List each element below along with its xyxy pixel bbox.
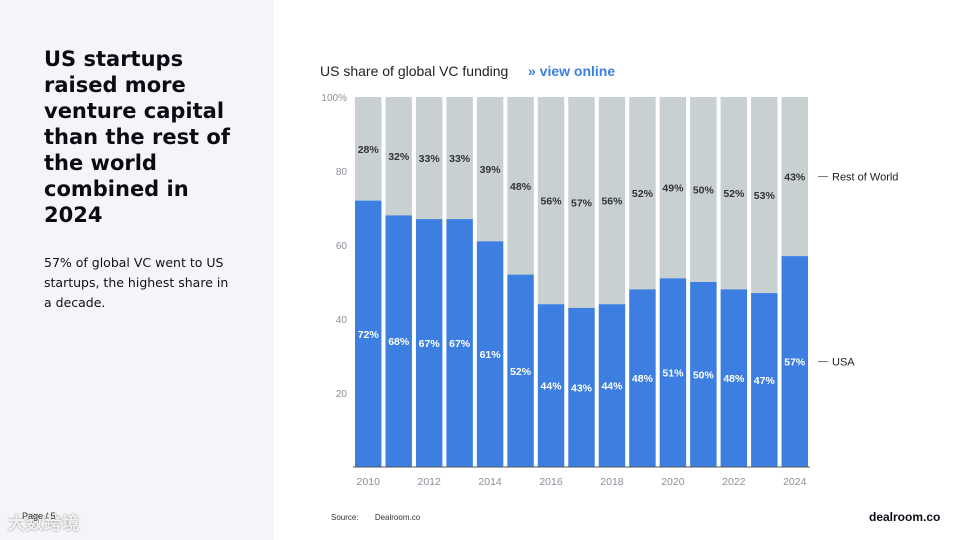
data-label-rest-of-world: 52%: [632, 188, 654, 200]
bar-usa: [781, 256, 808, 467]
data-label-usa: 43%: [571, 382, 593, 394]
data-label-rest-of-world: 53%: [754, 190, 776, 202]
bar-usa: [507, 274, 534, 467]
bar-rest-of-world: [415, 97, 443, 220]
data-label-usa: 68%: [388, 336, 410, 348]
view-online-link[interactable]: » view online: [528, 63, 616, 79]
x-tick-label: 2024: [783, 476, 807, 488]
x-tick-label: 2018: [600, 476, 624, 488]
bar-rest-of-world: [446, 97, 473, 220]
data-label-usa: 48%: [632, 373, 654, 385]
brand-logo: dealroom.co: [869, 510, 941, 524]
data-label-usa: 44%: [601, 381, 623, 393]
data-label-usa: 61%: [480, 349, 502, 361]
bar-usa: [568, 307, 595, 467]
data-label-rest-of-world: 56%: [601, 196, 623, 208]
bar-rest-of-world: [720, 97, 748, 290]
bar-usa: [598, 304, 626, 467]
bar-usa: [629, 289, 656, 467]
bar-rest-of-world: [355, 97, 382, 201]
data-label-rest-of-world: 33%: [419, 153, 441, 165]
bar-usa: [446, 219, 473, 467]
bar-usa: [537, 304, 565, 467]
data-label-rest-of-world: 48%: [510, 181, 532, 193]
data-label-usa: 50%: [693, 370, 715, 382]
bar-usa: [720, 289, 748, 467]
x-tick-label: 2012: [417, 476, 441, 488]
bar-usa: [385, 215, 412, 467]
x-tick-label: 2010: [357, 476, 381, 488]
y-tick-label: 60: [336, 241, 348, 252]
bar-usa: [690, 282, 717, 467]
chart-title: US share of global VC funding: [320, 63, 509, 79]
data-label-usa: 52%: [510, 366, 532, 378]
source-note: Source: Dealroom.co: [331, 513, 420, 522]
bar-rest-of-world: [537, 97, 565, 305]
data-label-rest-of-world: 28%: [358, 144, 380, 156]
data-label-usa: 47%: [754, 375, 776, 387]
bar-rest-of-world: [659, 97, 687, 279]
x-tick-label: 2016: [539, 476, 563, 488]
watermark: 大数跨境: [8, 514, 80, 533]
summary-text: 57% of global VC went to US startups, th…: [44, 255, 229, 310]
source-label: Source:: [331, 513, 359, 522]
data-label-usa: 44%: [541, 381, 563, 393]
bar-rest-of-world: [507, 97, 534, 275]
data-label-rest-of-world: 57%: [571, 197, 593, 209]
x-tick-label: 2020: [661, 476, 685, 488]
bar-rest-of-world: [476, 97, 504, 242]
y-tick-label: 40: [336, 315, 348, 326]
page-title: US startups raised more venture capital …: [44, 47, 230, 227]
data-label-usa: 48%: [723, 373, 745, 385]
data-label-usa: 67%: [449, 338, 471, 350]
bar-rest-of-world: [385, 97, 412, 216]
bar-rest-of-world: [598, 97, 626, 305]
bar-rest-of-world: [751, 97, 778, 294]
data-label-usa: 51%: [662, 368, 684, 380]
data-label-rest-of-world: 52%: [723, 188, 745, 200]
y-tick-label: 80: [336, 167, 348, 178]
data-label-rest-of-world: 49%: [662, 183, 684, 195]
bar-usa: [415, 219, 443, 467]
data-label-rest-of-world: 33%: [449, 153, 471, 165]
data-label-rest-of-world: 39%: [480, 164, 502, 176]
left-panel: [0, 0, 274, 540]
x-tick-label: 2022: [722, 476, 746, 488]
bar-rest-of-world: [568, 97, 595, 308]
data-label-rest-of-world: 50%: [693, 185, 715, 197]
legend-label-rest-of-world: Rest of World: [832, 172, 898, 184]
bar-rest-of-world: [781, 97, 808, 257]
stacked-bar-chart: 100% 80 60 40 20 28% 72% 32% 68% 33% 67% 33% 67% 39% 6…: [321, 93, 898, 488]
bar-usa: [355, 200, 382, 467]
legend-label-usa: USA: [832, 357, 855, 369]
data-label-usa: 67%: [419, 338, 441, 350]
data-label-rest-of-world: 32%: [388, 151, 410, 163]
bar-usa: [751, 293, 778, 467]
bar-usa: [659, 278, 687, 467]
bar-usa: [476, 241, 504, 467]
page-number: Page / 5: [22, 511, 56, 521]
data-label-rest-of-world: 43%: [784, 172, 806, 184]
data-label-usa: 57%: [784, 357, 806, 369]
bar-rest-of-world: [629, 97, 656, 290]
x-tick-label: 2014: [478, 476, 502, 488]
source-value: Dealroom.co: [374, 513, 421, 522]
y-tick-label: 20: [336, 389, 348, 400]
bar-rest-of-world: [690, 97, 717, 282]
y-tick-label: 100%: [321, 93, 347, 104]
data-label-usa: 72%: [358, 329, 380, 341]
data-label-rest-of-world: 56%: [541, 196, 563, 208]
